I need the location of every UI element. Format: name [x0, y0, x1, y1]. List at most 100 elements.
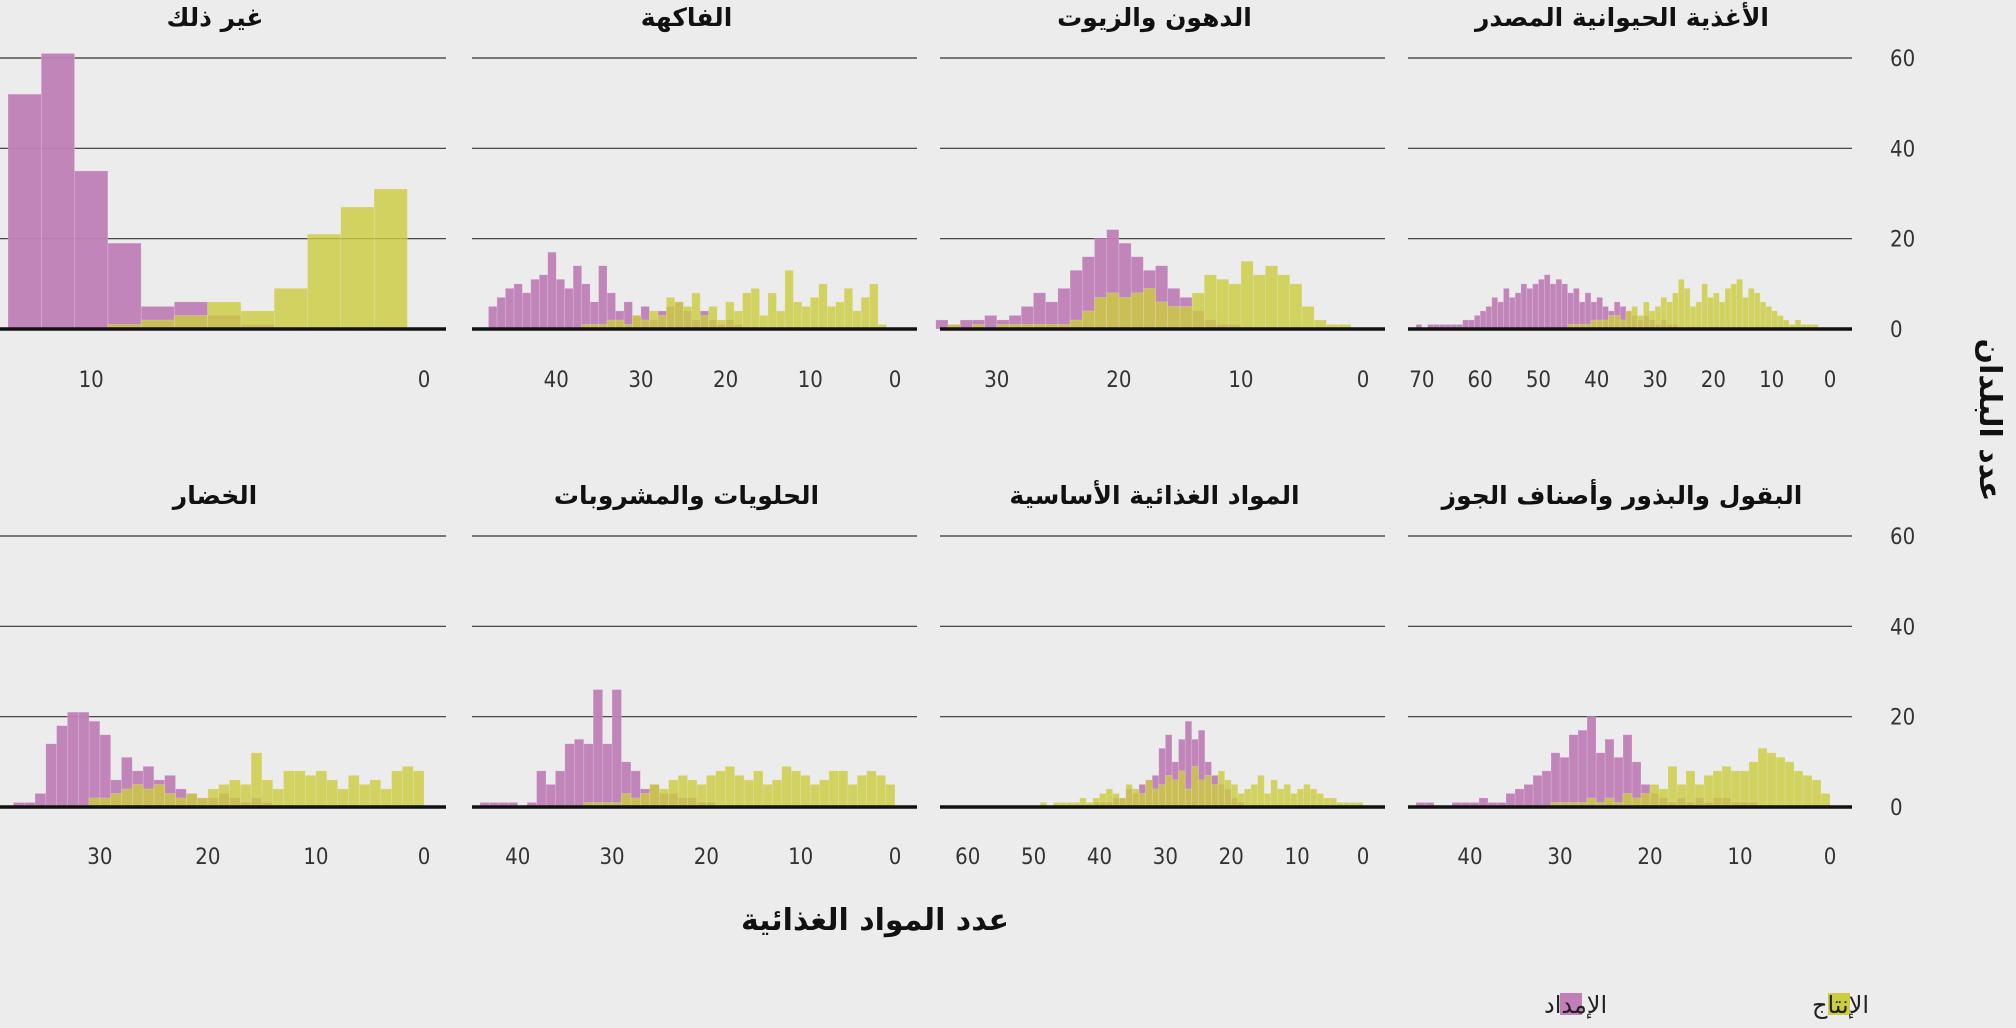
production-bar	[826, 306, 837, 330]
production-bar	[1204, 274, 1217, 330]
production-bar	[1316, 793, 1324, 808]
x-tick-label: 40	[1584, 368, 1609, 393]
production-bar	[380, 788, 392, 808]
supply-bar	[572, 265, 582, 330]
panel-title: الفاكهة	[641, 3, 733, 33]
production-bar	[110, 793, 122, 808]
supply-bar	[1503, 288, 1510, 330]
production-bar	[793, 301, 803, 330]
production-bar	[1191, 766, 1199, 808]
x-tick-label: 20	[195, 845, 220, 870]
production-bar	[1081, 310, 1095, 330]
supply-bar	[1485, 306, 1493, 330]
production-bar	[856, 775, 868, 808]
supply-bar	[1543, 274, 1551, 330]
supply-bar	[583, 743, 594, 808]
supply-bar	[34, 793, 47, 808]
production-bar	[734, 775, 745, 808]
production-bar	[640, 793, 651, 808]
production-bar	[1237, 793, 1245, 808]
x-tick-label: 0	[1357, 368, 1370, 393]
x-tick-label: 20	[713, 368, 738, 393]
production-bar	[733, 310, 743, 330]
supply-bar	[1567, 292, 1574, 330]
supply-bar	[1559, 757, 1570, 808]
supply-bar	[1057, 288, 1071, 330]
production-bar	[391, 770, 403, 808]
production-bar	[866, 770, 877, 808]
supply-bar	[564, 288, 574, 330]
supply-bar	[545, 784, 556, 808]
production-bar	[1211, 784, 1219, 808]
production-bar	[810, 297, 820, 330]
production-bar	[1310, 788, 1318, 808]
production-bar	[657, 315, 667, 330]
production-bar	[1296, 788, 1305, 808]
production-bar	[1178, 770, 1186, 808]
panel-title: الحلويات والمشروبات	[554, 481, 819, 511]
supply-bar	[984, 315, 998, 330]
production-bar	[772, 779, 783, 808]
production-bar	[1739, 770, 1750, 808]
supply-bar	[1526, 288, 1533, 330]
production-bar	[1631, 306, 1638, 330]
x-tick-label: 10	[79, 368, 104, 393]
production-bar	[682, 306, 693, 330]
x-tick-label: 20	[1106, 368, 1131, 393]
production-bar	[790, 770, 801, 808]
production-bar	[1179, 306, 1193, 330]
production-bar	[1748, 288, 1755, 330]
production-bar	[1106, 292, 1120, 330]
production-bar	[1151, 788, 1160, 808]
y-tick-label: 40	[1890, 615, 1915, 640]
panel-title: البقول والبذور وأصناف الجوز	[1440, 479, 1803, 511]
production-bar	[1689, 306, 1697, 330]
production-bar	[875, 775, 886, 808]
supply-bar	[530, 279, 540, 330]
production-bar	[1793, 770, 1804, 808]
production-bar	[1125, 784, 1133, 808]
production-bar	[1660, 297, 1668, 330]
production-bar	[801, 306, 811, 330]
production-bar	[207, 788, 220, 808]
production-bar	[272, 788, 284, 808]
x-tick-label: 30	[1642, 368, 1667, 393]
supply-bar	[1514, 788, 1525, 808]
supply-bar	[1505, 793, 1516, 808]
production-bar	[762, 784, 773, 808]
supply-bar	[7, 93, 42, 330]
x-tick-label: 10	[798, 368, 823, 393]
y-tick-label: 20	[1890, 228, 1915, 253]
x-tick-label: 30	[628, 368, 653, 393]
x-tick-label: 40	[1087, 845, 1112, 870]
production-bar	[1730, 770, 1741, 808]
production-bar	[809, 784, 820, 808]
supply-bar	[536, 770, 547, 808]
production-bar	[1703, 775, 1714, 808]
production-bar	[1667, 766, 1678, 808]
supply-bar	[496, 297, 506, 330]
production-bar	[1771, 310, 1778, 330]
production-bar	[1263, 793, 1272, 808]
production-bar	[1625, 310, 1633, 330]
production-bar	[725, 301, 735, 330]
x-tick-label: 40	[544, 368, 569, 393]
supply-bar	[513, 283, 523, 330]
production-bar	[1613, 315, 1621, 330]
production-bar	[847, 784, 858, 808]
production-bar	[185, 793, 198, 808]
production-bar	[1301, 306, 1315, 330]
production-bar	[696, 784, 707, 808]
panel-2: 0 10 20 30 الدهون والزيوت	[935, 3, 1385, 393]
production-bar	[1289, 283, 1303, 330]
production-bar	[699, 315, 709, 330]
supply-bar	[505, 288, 515, 330]
production-bar	[358, 784, 371, 808]
production-bar	[1648, 310, 1656, 330]
production-bar	[1765, 306, 1772, 330]
production-bar	[229, 779, 241, 808]
x-tick-label: 0	[889, 368, 902, 393]
y-tick-label: 60	[1890, 47, 1915, 72]
supply-bar	[581, 283, 591, 330]
production-bar	[1145, 779, 1153, 808]
